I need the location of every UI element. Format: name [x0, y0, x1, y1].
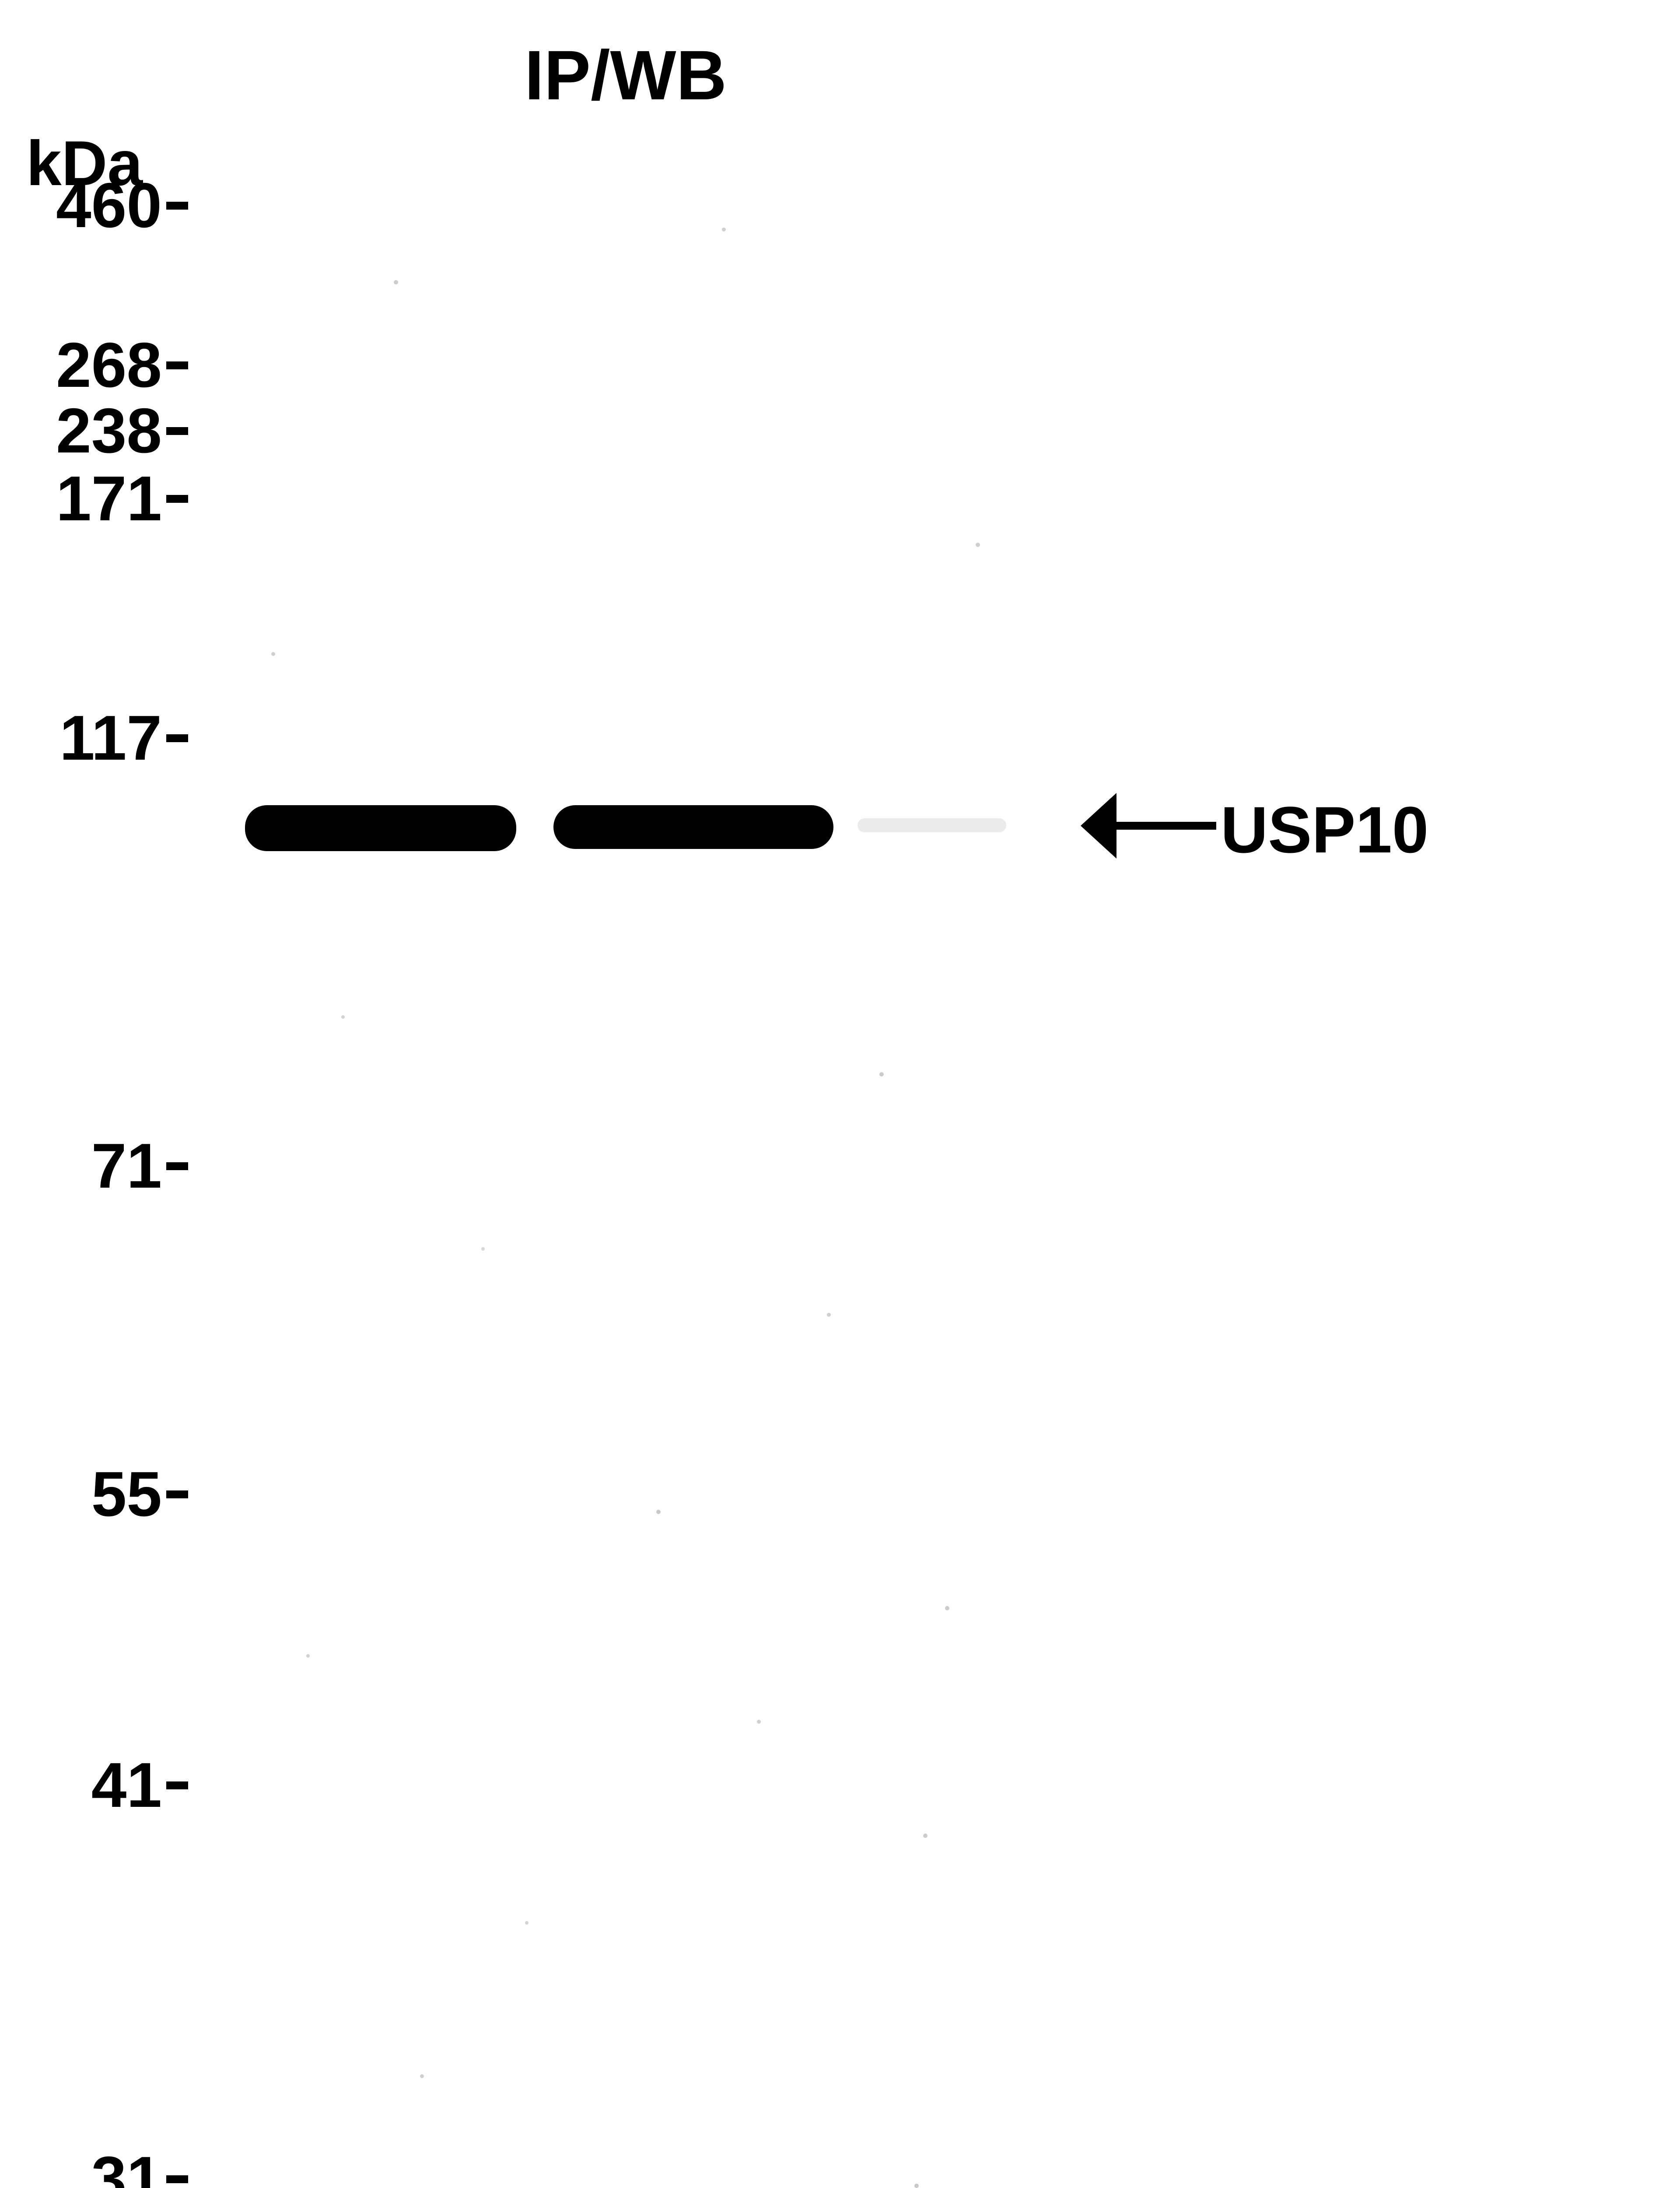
speckle — [879, 1072, 884, 1076]
speckle — [525, 1921, 528, 1925]
speckle — [945, 1606, 949, 1610]
mw-tick-label: 55 — [91, 1458, 162, 1531]
protein-label: USP10 — [1221, 792, 1428, 868]
mw-tick-mark — [166, 202, 188, 210]
mw-tick-mark — [166, 2175, 188, 2183]
speckle — [827, 1313, 831, 1317]
mw-tick-label: 71 — [91, 1129, 162, 1203]
speckle — [271, 652, 275, 656]
speckle — [923, 1834, 928, 1838]
mw-tick-label: 117 — [60, 701, 162, 775]
protein-band — [858, 818, 1006, 832]
speckle — [394, 280, 398, 284]
mw-tick-mark — [166, 427, 188, 435]
speckle — [656, 1510, 661, 1514]
mw-tick-label: 238 — [56, 394, 162, 467]
protein-band — [245, 805, 516, 851]
mw-tick-mark — [166, 1162, 188, 1170]
protein-arrow-head — [1081, 793, 1116, 859]
mw-tick-label: 171 — [56, 462, 162, 535]
mw-tick-mark — [166, 361, 188, 369]
speckle — [976, 543, 980, 547]
blot-membrane — [188, 131, 1072, 2188]
mw-tick-mark — [166, 1490, 188, 1498]
speckle — [722, 228, 726, 231]
mw-tick-label: 460 — [56, 169, 162, 242]
mw-tick-label: 41 — [91, 1749, 162, 1822]
mw-tick-label: 268 — [56, 329, 162, 402]
speckle — [341, 1015, 345, 1019]
mw-tick-label: 31 — [91, 2142, 162, 2188]
speckle — [306, 1654, 310, 1658]
speckle — [757, 1720, 761, 1724]
protein-arrow-line — [1107, 822, 1216, 830]
mw-tick-mark — [166, 495, 188, 503]
speckle — [420, 2074, 424, 2078]
protein-band — [553, 805, 833, 849]
wb-figure: IP/WB kDa 46026823817111771554131 USP10 … — [0, 0, 1680, 2188]
figure-title: IP/WB — [472, 35, 779, 116]
speckle — [914, 2184, 919, 2188]
mw-tick-mark — [166, 734, 188, 742]
speckle — [481, 1247, 485, 1251]
mw-tick-mark — [166, 1781, 188, 1789]
